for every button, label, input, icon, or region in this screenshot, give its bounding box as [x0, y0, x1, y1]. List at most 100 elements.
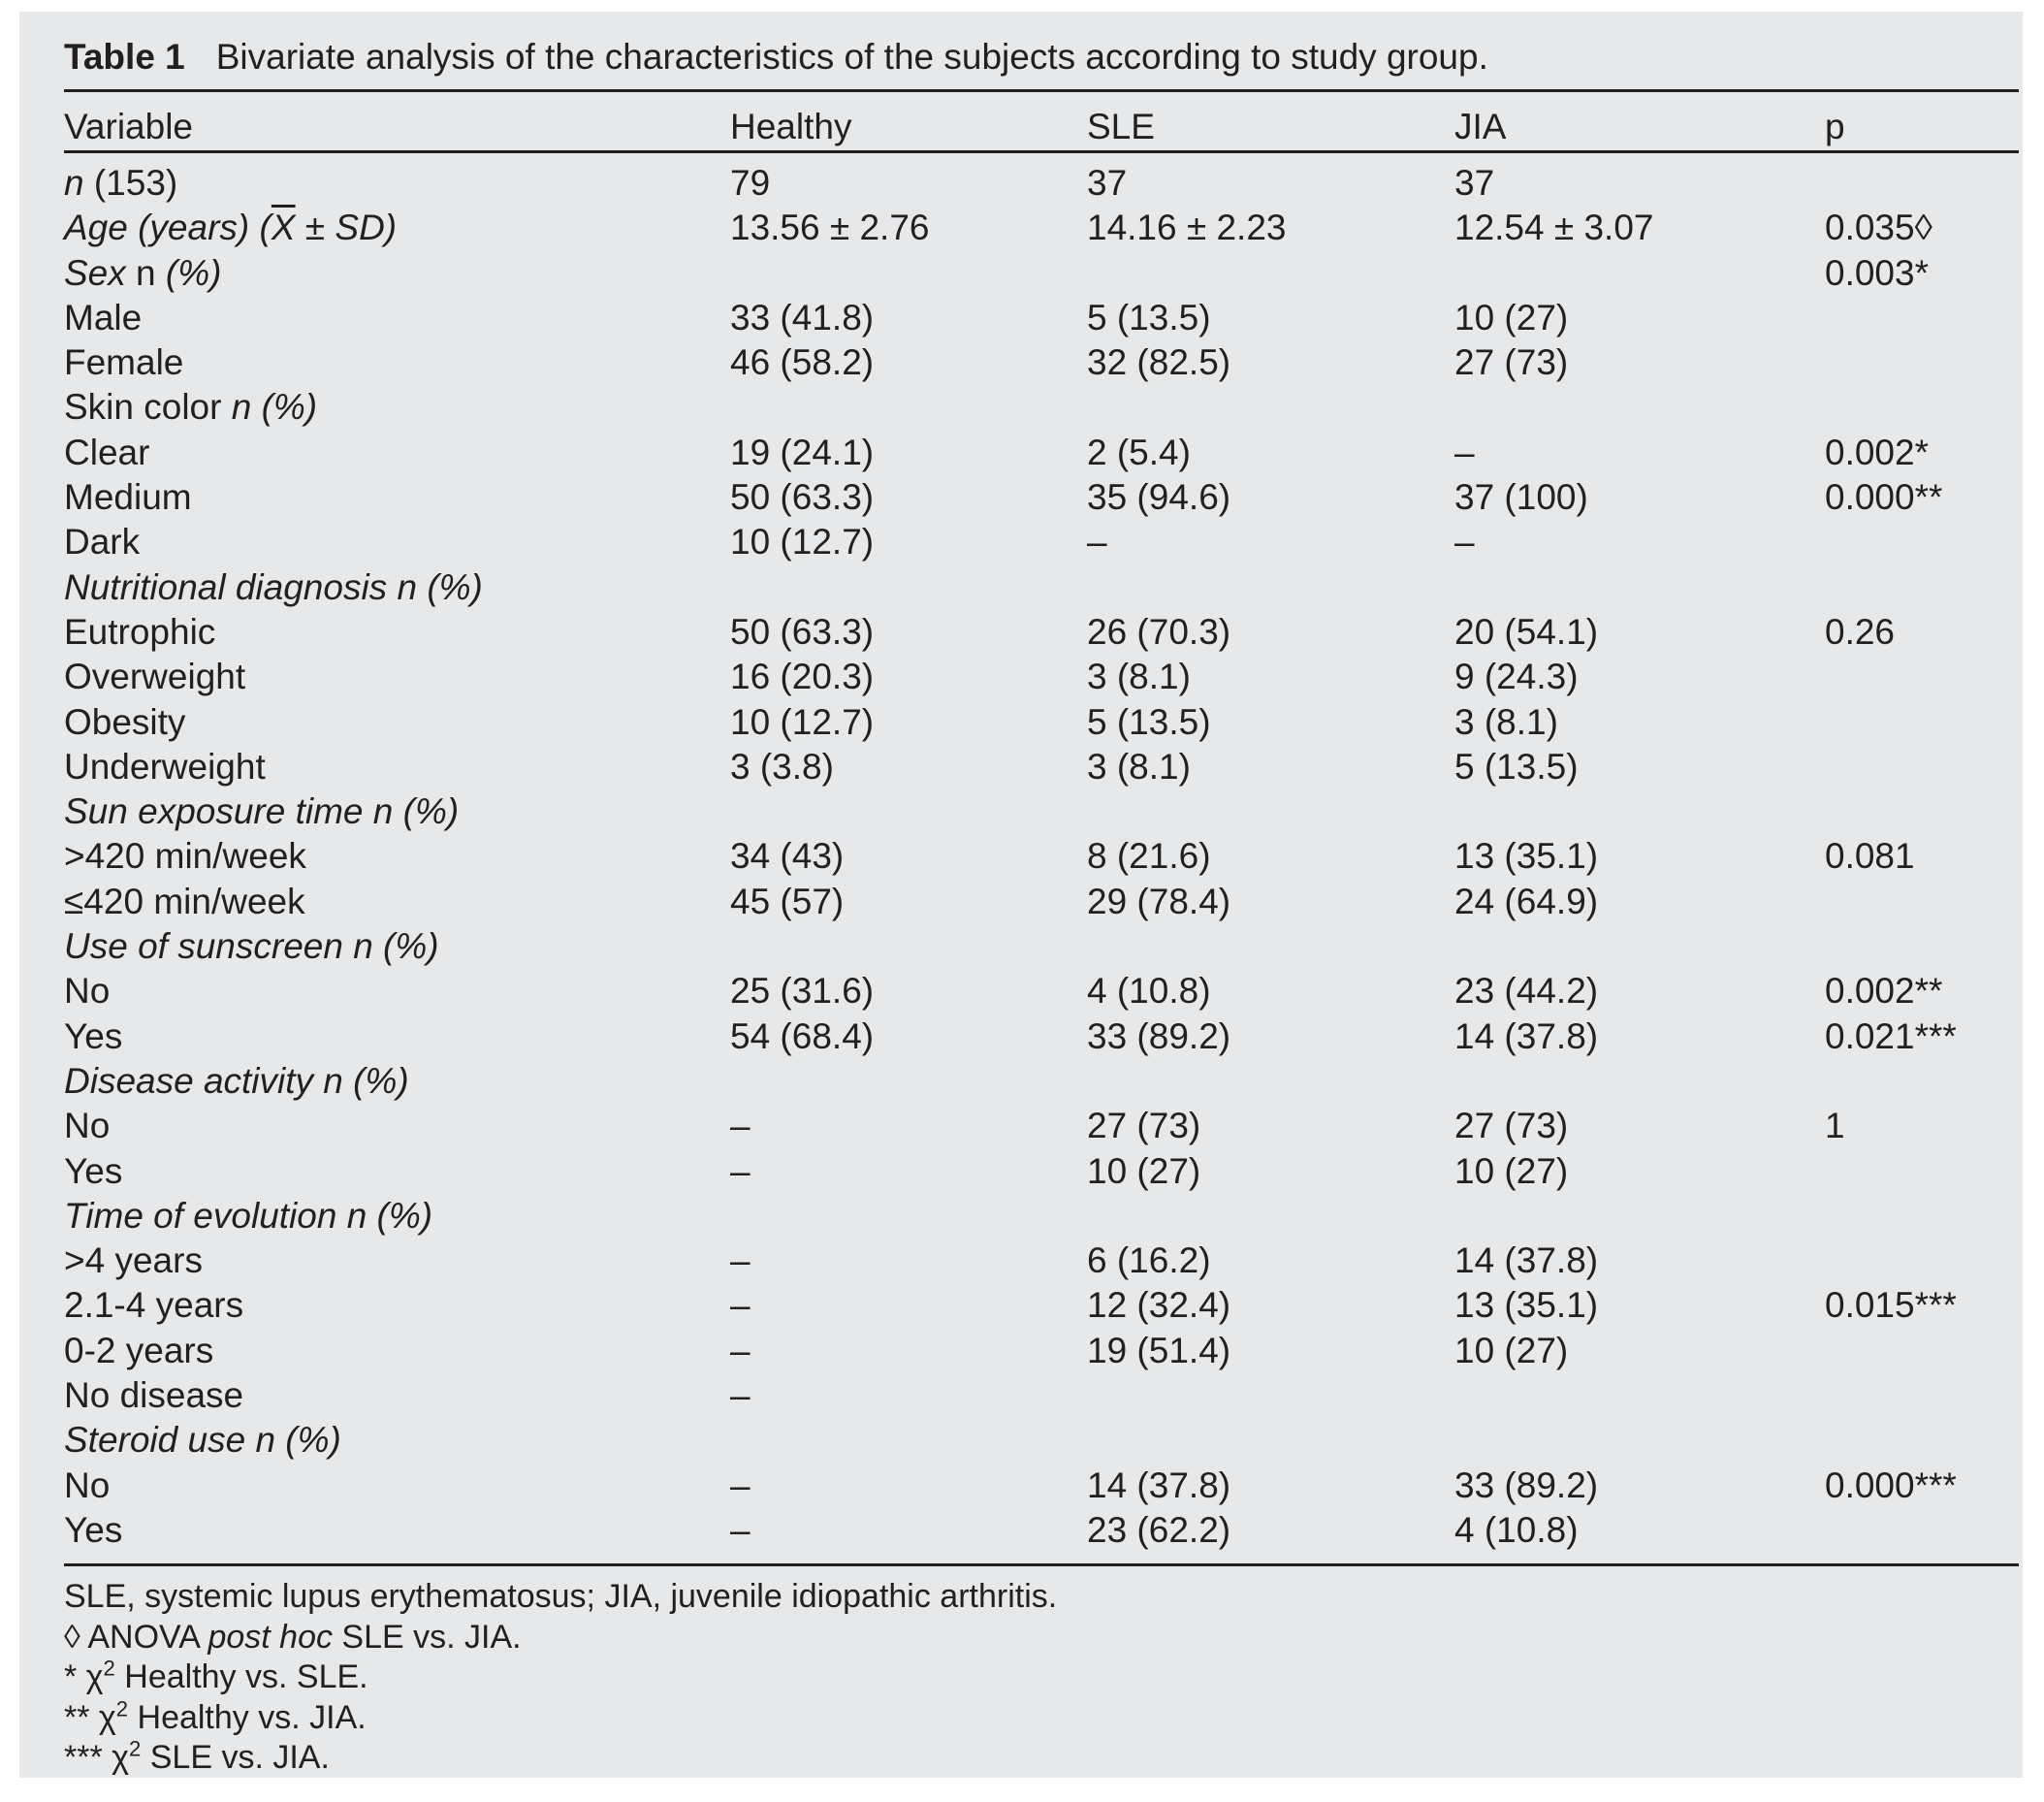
rule-header	[64, 150, 2019, 153]
table-row: No 25 (31.6) 4 (10.8) 23 (44.2) 0.002**	[19, 969, 2023, 1014]
footnote: ◊ ANOVA post hoc SLE vs. JIA.	[64, 1618, 522, 1656]
cell-p: 0.035◊	[1825, 208, 1932, 248]
cell-jia: 23 (44.2)	[1454, 971, 1599, 1012]
cell-variable: Skin color n (%)	[64, 387, 318, 428]
cell-jia: 33 (89.2)	[1454, 1464, 1599, 1505]
cell-sle: 23 (62.2)	[1087, 1509, 1231, 1550]
table-row: >420 min/week 34 (43) 8 (21.6) 13 (35.1) 0.0…	[19, 834, 2023, 879]
cell-p: 0.000***	[1825, 1464, 1957, 1505]
cell-healthy: 50 (63.3)	[730, 611, 875, 652]
rule-bottom	[64, 1563, 2019, 1566]
cell-sle: 4 (10.8)	[1087, 971, 1211, 1012]
table-row: Underweight 3 (3.8) 3 (8.1) 5 (13.5)	[19, 745, 2023, 789]
cell-variable: No disease	[64, 1375, 244, 1416]
cell-healthy: 3 (3.8)	[730, 746, 834, 787]
cell-healthy: –	[730, 1509, 751, 1550]
cell-sle: 3 (8.1)	[1087, 657, 1191, 697]
cell-sle: 35 (94.6)	[1087, 477, 1231, 518]
table-row: Yes 54 (68.4) 33 (89.2) 14 (37.8) 0.021***	[19, 1014, 2023, 1059]
table-row: Male 33 (41.8) 5 (13.5) 10 (27)	[19, 296, 2023, 340]
column-header-jia: JIA	[1454, 107, 1507, 146]
rule-top	[64, 89, 2019, 92]
cell-jia: 10 (27)	[1454, 1330, 1569, 1370]
cell-jia: 12.54 ± 3.07	[1454, 208, 1654, 248]
cell-jia: 10 (27)	[1454, 1150, 1569, 1191]
cell-variable: Yes	[64, 1509, 123, 1550]
cell-p: 0.002*	[1825, 432, 1929, 472]
cell-variable: ≤420 min/week	[64, 881, 305, 921]
column-header-healthy: Healthy	[730, 107, 852, 146]
table-row: Eutrophic 50 (63.3) 26 (70.3) 20 (54.1) 0.26	[19, 610, 2023, 655]
cell-variable: Eutrophic	[64, 611, 216, 652]
cell-sle: 5 (13.5)	[1087, 297, 1211, 338]
cell-healthy: –	[730, 1240, 751, 1281]
cell-variable: Yes	[64, 1015, 123, 1056]
cell-variable: >420 min/week	[64, 836, 306, 877]
cell-healthy: 34 (43)	[730, 836, 845, 877]
table-row: 2.1-4 years – 12 (32.4) 13 (35.1) 0.015***	[19, 1283, 2023, 1328]
cell-variable: Steroid use n (%)	[64, 1420, 341, 1461]
cell-jia: –	[1454, 432, 1475, 472]
cell-healthy: 25 (31.6)	[730, 971, 875, 1012]
table-row: Overweight 16 (20.3) 3 (8.1) 9 (24.3)	[19, 655, 2023, 699]
cell-sle: 3 (8.1)	[1087, 746, 1191, 787]
column-header-p: p	[1825, 107, 1845, 146]
cell-healthy: 79	[730, 163, 771, 203]
cell-variable: No	[64, 971, 111, 1012]
table-row: No – 14 (37.8) 33 (89.2) 0.000***	[19, 1464, 2023, 1508]
table-row: Age (years) (X ± SD) 13.56 ± 2.76 14.16 ± …	[19, 206, 2023, 250]
cell-sle: 33 (89.2)	[1087, 1015, 1231, 1056]
cell-sle: 10 (27)	[1087, 1150, 1201, 1191]
cell-sle: 19 (51.4)	[1087, 1330, 1231, 1370]
cell-jia: 20 (54.1)	[1454, 611, 1599, 652]
footnotes: SLE, systemic lupus erythematosus; JIA, …	[64, 1577, 1057, 1779]
cell-p: 0.002**	[1825, 971, 1943, 1012]
table-row: Obesity 10 (12.7) 5 (13.5) 3 (8.1)	[19, 700, 2023, 745]
cell-jia: 5 (13.5)	[1454, 746, 1579, 787]
cell-variable: Nutritional diagnosis n (%)	[64, 566, 483, 607]
cell-variable: Overweight	[64, 657, 246, 697]
cell-sle: 5 (13.5)	[1087, 701, 1211, 742]
cell-variable: Medium	[64, 477, 192, 518]
cell-healthy: 50 (63.3)	[730, 477, 875, 518]
cell-variable: Time of evolution n (%)	[64, 1195, 433, 1236]
table-row: Clear 19 (24.1) 2 (5.4) – 0.002*	[19, 431, 2023, 475]
cell-jia: 4 (10.8)	[1454, 1509, 1579, 1550]
cell-variable: Disease activity n (%)	[64, 1060, 409, 1101]
cell-healthy: 46 (58.2)	[730, 342, 875, 383]
cell-healthy: 54 (68.4)	[730, 1015, 875, 1056]
table-row: >4 years – 6 (16.2) 14 (37.8)	[19, 1239, 2023, 1283]
table-row: Female 46 (58.2) 32 (82.5) 27 (73)	[19, 340, 2023, 385]
cell-healthy: –	[730, 1150, 751, 1191]
table-row: Yes – 23 (62.2) 4 (10.8)	[19, 1508, 2023, 1553]
cell-sle: 14.16 ± 2.23	[1087, 208, 1287, 248]
cell-jia: 27 (73)	[1454, 342, 1569, 383]
footnote: *** χ2 SLE vs. JIA.	[64, 1736, 330, 1776]
cell-sle: 27 (73)	[1087, 1106, 1201, 1146]
cell-sle: 6 (16.2)	[1087, 1240, 1211, 1281]
cell-jia: 37 (100)	[1454, 477, 1588, 518]
cell-variable: >4 years	[64, 1240, 203, 1281]
cell-variable: Underweight	[64, 746, 266, 787]
table-row: Steroid use n (%)	[19, 1418, 2023, 1463]
table-row: 0-2 years – 19 (51.4) 10 (27)	[19, 1329, 2023, 1373]
table-row: Sex n (%) 0.003*	[19, 251, 2023, 296]
table-row: No disease –	[19, 1373, 2023, 1418]
cell-healthy: 10 (12.7)	[730, 522, 875, 563]
table-title: Table 1 Bivariate analysis of the charact…	[64, 37, 1488, 78]
cell-p: 0.003*	[1825, 252, 1929, 293]
cell-variable: Female	[64, 342, 184, 383]
table-header-row: Variable Healthy SLE JIA p	[19, 104, 2023, 150]
cell-jia: 27 (73)	[1454, 1106, 1569, 1146]
table-row: ≤420 min/week 45 (57) 29 (78.4) 24 (64.9)	[19, 880, 2023, 924]
cell-p: 0.015***	[1825, 1285, 1957, 1326]
table-row: Skin color n (%)	[19, 385, 2023, 430]
table-row: Nutritional diagnosis n (%)	[19, 565, 2023, 610]
column-header-sle: SLE	[1087, 107, 1155, 146]
cell-sle: 14 (37.8)	[1087, 1464, 1231, 1505]
cell-p: 0.021***	[1825, 1015, 1957, 1056]
cell-p: 0.26	[1825, 611, 1896, 652]
cell-variable: Yes	[64, 1150, 123, 1191]
cell-healthy: –	[730, 1106, 751, 1146]
cell-jia: 13 (35.1)	[1454, 836, 1599, 877]
